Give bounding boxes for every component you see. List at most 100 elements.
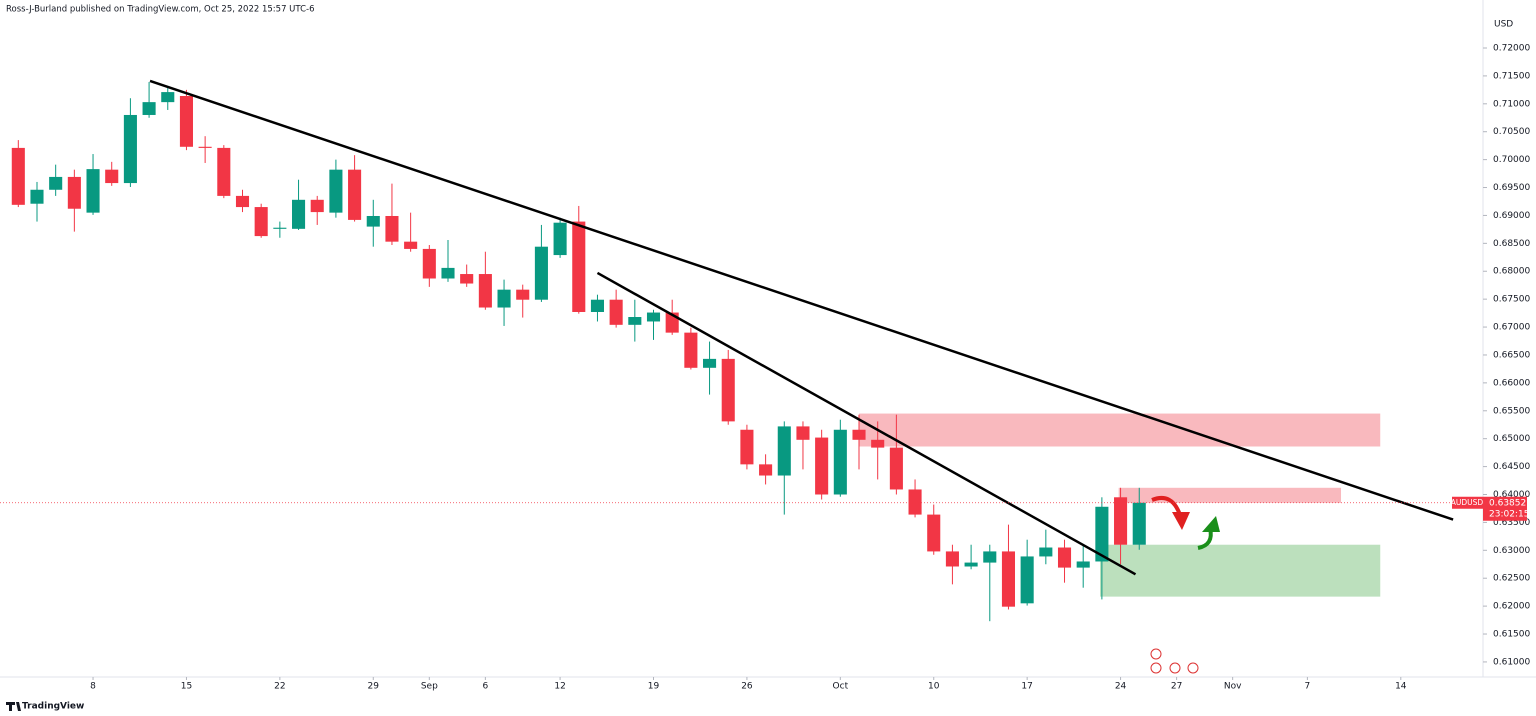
candle-body (1057, 547, 1072, 568)
y-tick-label: 0.71500 (1493, 71, 1530, 81)
candle-body (460, 274, 474, 284)
trendline (149, 79, 1454, 521)
candle-body (348, 169, 362, 220)
candle-body (105, 169, 119, 184)
candle-body (49, 176, 63, 190)
candle-body (590, 299, 604, 312)
x-tick-label: Oct (833, 682, 849, 692)
candle-body (198, 146, 212, 148)
candle-body (964, 562, 978, 567)
last-price-label: 0.63852 (1489, 498, 1526, 508)
y-tick-label: 0.70000 (1493, 155, 1530, 165)
candle-body (609, 299, 623, 325)
candle-body (945, 551, 959, 567)
x-tick-label: 14 (1395, 682, 1407, 692)
zone (1118, 487, 1342, 503)
zone (859, 413, 1381, 447)
x-tick-label: Sep (421, 682, 438, 692)
y-tick-label: 0.68000 (1493, 267, 1530, 277)
y-tick-label: 0.70500 (1493, 127, 1530, 137)
candle-body (871, 439, 885, 448)
y-tick-label: 0.61500 (1493, 630, 1530, 640)
candle-body (86, 169, 100, 213)
candle-body (703, 358, 717, 368)
x-tick-label: 8 (90, 682, 96, 692)
x-tick-label: 26 (741, 682, 753, 692)
y-tick-label: 0.63000 (1493, 546, 1530, 556)
candle-body (1114, 497, 1128, 545)
zone (1100, 544, 1381, 597)
symbol-label: AUDUSD (1451, 498, 1484, 507)
x-tick-label: 19 (648, 682, 660, 692)
candle-body (329, 169, 343, 213)
candle-body (292, 199, 306, 229)
candle-body (1076, 561, 1090, 568)
x-tick-label: 17 (1021, 682, 1032, 692)
x-tick-label: 24 (1115, 682, 1127, 692)
y-tick-label: 0.65000 (1493, 434, 1530, 444)
candle-body (366, 215, 380, 227)
event-icon (1150, 662, 1162, 674)
candle-body (534, 246, 548, 300)
y-tick-label: 0.66500 (1493, 350, 1530, 360)
x-tick-label: 27 (1171, 682, 1182, 692)
down-arrow (1151, 495, 1182, 516)
x-tick-label: 10 (928, 682, 940, 692)
zones (859, 413, 1381, 597)
candle-body (235, 195, 250, 208)
down-arrow-head (1172, 512, 1190, 530)
candle-body (646, 312, 661, 322)
branding: TradingView (22, 702, 84, 712)
candle-body (1039, 547, 1053, 557)
y-tick-label: 0.62000 (1493, 602, 1530, 612)
candle-body (67, 176, 81, 209)
candle-body (796, 426, 810, 440)
symbol-badge (1452, 496, 1483, 509)
currency: USD (1494, 20, 1513, 30)
candle-body (721, 358, 735, 422)
candle-body (11, 147, 25, 205)
candle-body (833, 429, 847, 495)
candle-body (983, 551, 997, 563)
candle-body (123, 114, 137, 184)
x-tick-label: 6 (482, 682, 488, 692)
candle-body (1020, 556, 1034, 604)
candle-body (161, 92, 175, 103)
candle-body (385, 215, 399, 242)
candle-body (852, 429, 866, 440)
y-tick-label: 0.67500 (1493, 295, 1530, 305)
candle-body (30, 189, 44, 204)
event-icon (1187, 662, 1199, 674)
candle-body (815, 437, 829, 495)
x-tick-label: 7 (1305, 682, 1311, 692)
candle-body (927, 514, 941, 552)
x-tick-label: 15 (181, 682, 192, 692)
y-tick-label: 0.61000 (1493, 657, 1530, 667)
x-tick-label: Nov (1224, 682, 1242, 692)
candle-body (441, 267, 455, 279)
x-tick-label: 12 (554, 682, 565, 692)
y-tick-label: 0.68500 (1493, 239, 1530, 249)
candle-body (273, 227, 287, 229)
candle-body (254, 207, 268, 237)
y-tick-label: 0.71000 (1493, 99, 1530, 109)
candle-body (572, 221, 586, 312)
candle-body (1001, 551, 1016, 607)
x-tick-label: 22 (274, 682, 285, 692)
price-badge (1483, 496, 1527, 521)
candle-body (422, 248, 436, 279)
candle-body (1095, 506, 1109, 562)
candle-body (1132, 502, 1146, 545)
logo (6, 702, 21, 711)
trendlines (149, 79, 1454, 576)
candle-body (516, 289, 530, 300)
candle-body (404, 241, 418, 249)
candle-body (553, 222, 567, 256)
candle-body (908, 489, 922, 515)
candle-body (497, 289, 511, 308)
event-icons (1150, 648, 1199, 674)
y-tick-label: 0.64000 (1493, 490, 1530, 500)
candle-body (142, 102, 156, 115)
